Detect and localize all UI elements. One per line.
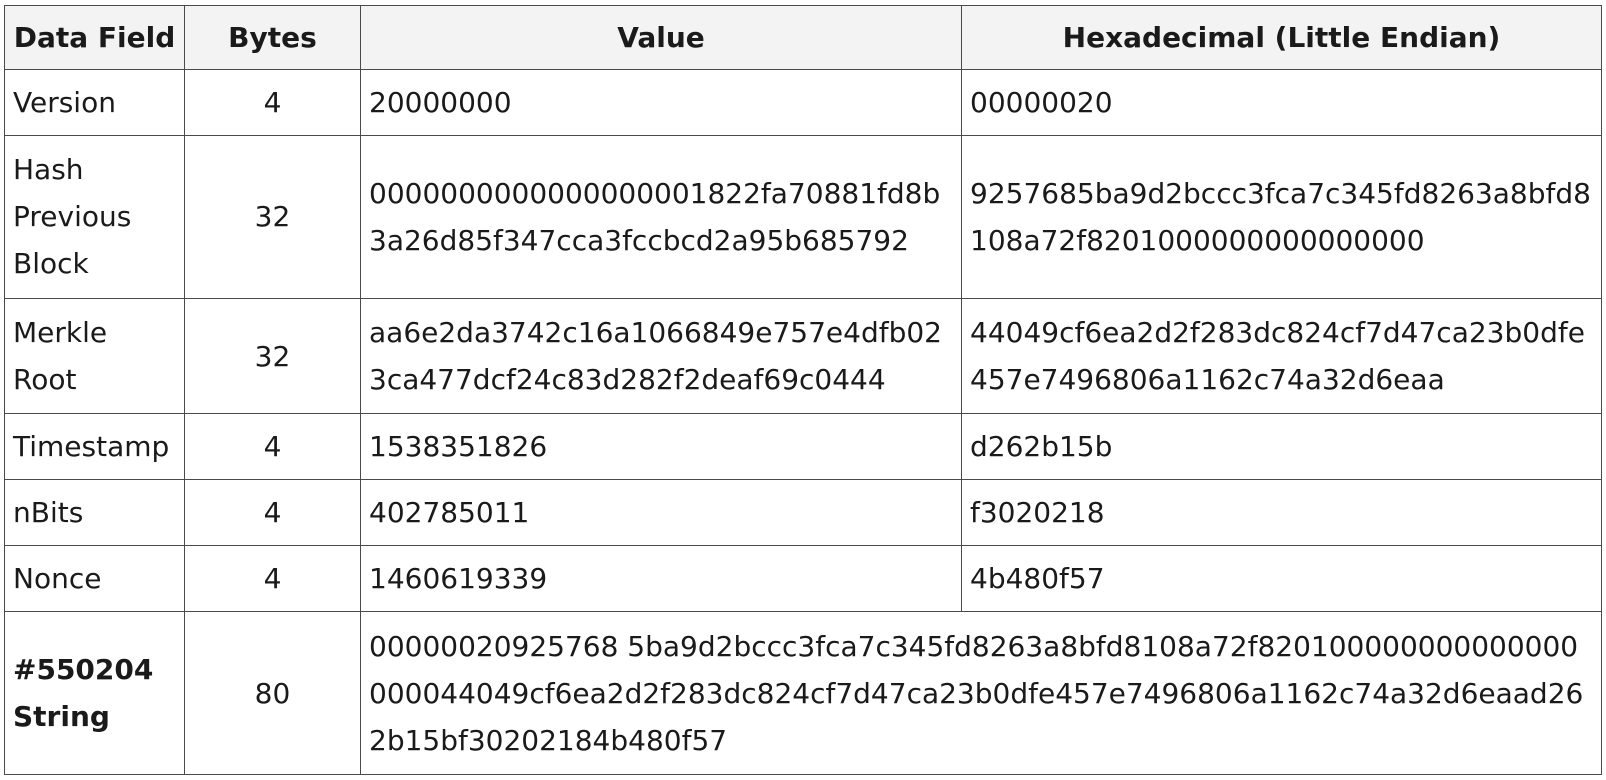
- table-row-version: Version 4 20000000 00000020: [4, 69, 1602, 136]
- field-cell: nBits: [4, 479, 185, 547]
- hex-cell: 9257685ba9d2bccc3fca7c345fd8263a8bfd8108…: [961, 134, 1602, 299]
- value-cell: 20000000: [360, 69, 962, 136]
- bytes-cell: 4: [184, 413, 361, 481]
- bytes-cell: 4: [184, 545, 361, 613]
- hex-cell: 4b480f57: [961, 545, 1602, 613]
- value-cell: 0000000000000000001822fa70881fd8b3a26d85…: [360, 134, 962, 299]
- value-cell: 1460619339: [360, 545, 962, 613]
- value-cell: 402785011: [360, 479, 962, 547]
- table-row-block-string: #550204 String 80 00000020925768 5ba9d2b…: [4, 611, 1602, 775]
- field-cell: Timestamp: [4, 413, 185, 481]
- field-cell: Nonce: [4, 545, 185, 613]
- field-cell: Merkle Root: [4, 297, 185, 415]
- field-cell: Version: [4, 69, 185, 136]
- header-hex: Hexadecimal (Little Endian): [961, 5, 1602, 70]
- hex-cell: f3020218: [961, 479, 1602, 547]
- header-data-field: Data Field: [4, 5, 185, 70]
- block-string-cell: 00000020925768 5ba9d2bccc3fca7c345fd8263…: [360, 611, 1602, 775]
- header-value: Value: [360, 5, 962, 70]
- hex-cell: d262b15b: [961, 413, 1602, 481]
- table-row-nbits: nBits 4 402785011 f3020218: [4, 479, 1602, 547]
- value-cell: aa6e2da3742c16a1066849e757e4dfb023ca477d…: [360, 297, 962, 415]
- header-row: Data Field Bytes Value Hexadecimal (Litt…: [4, 5, 1602, 70]
- table-row-merkle-root: Merkle Root 32 aa6e2da3742c16a1066849e75…: [4, 297, 1602, 415]
- table-row-nonce: Nonce 4 1460619339 4b480f57: [4, 545, 1602, 613]
- table-row-hash-previous-block: Hash Previous Block 32 00000000000000000…: [4, 134, 1602, 299]
- table-row-timestamp: Timestamp 4 1538351826 d262b15b: [4, 413, 1602, 481]
- field-cell: Hash Previous Block: [4, 134, 185, 299]
- bytes-cell: 32: [184, 134, 361, 299]
- bytes-cell: 4: [184, 479, 361, 547]
- bytes-cell: 4: [184, 69, 361, 136]
- hex-cell: 44049cf6ea2d2f283dc824cf7d47ca23b0dfe457…: [961, 297, 1602, 415]
- block-header-table: Data Field Bytes Value Hexadecimal (Litt…: [4, 5, 1602, 775]
- field-cell: #550204 String: [4, 611, 185, 775]
- header-bytes: Bytes: [184, 5, 361, 70]
- value-cell: 1538351826: [360, 413, 962, 481]
- bytes-cell: 80: [184, 611, 361, 775]
- hex-cell: 00000020: [961, 69, 1602, 136]
- bytes-cell: 32: [184, 297, 361, 415]
